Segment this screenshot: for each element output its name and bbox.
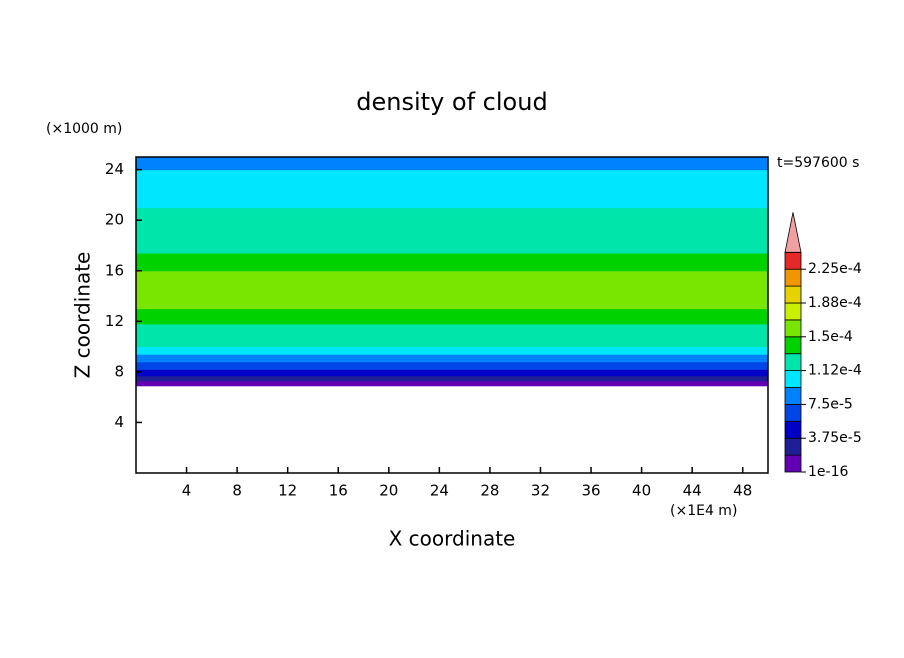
y-tick-label: 20 [105,211,124,229]
x-axis-title: X coordinate [389,527,516,551]
x-tick-label: 32 [531,482,550,500]
contour-band [136,253,768,272]
y-tick-label: 12 [105,312,124,330]
colorbar-box [784,387,802,405]
colorbar-box [784,403,802,422]
colorbar-box [784,454,802,473]
x-tick-label: 48 [733,482,752,500]
x-tick-label: 16 [329,482,348,500]
colorbar-tick-label: 2.25e-4 [808,261,862,277]
contour-band [136,336,768,348]
colorbar-tick-label: 7.5e-5 [808,396,853,412]
colorbar-box [784,268,802,287]
y-tick-label: 16 [105,261,124,279]
colorbar-overflow [784,212,802,253]
contour-band [136,354,768,363]
x-unit: (×1E4 m) [670,503,737,519]
contour-band [136,375,768,382]
colorbar-box [784,302,802,321]
y-tick-label: 24 [105,160,124,178]
y-tick-label: 4 [114,413,124,431]
y-axis-title: Z coordinate [71,252,95,379]
colorbar-box [784,370,802,388]
contour-band [136,194,768,209]
y-tick-label: 8 [114,362,124,380]
colorbar-box [784,251,802,270]
contour-band [136,220,768,241]
plot-frame [135,156,769,474]
colorbar-tick-label: 3.75e-5 [808,430,862,446]
colorbar-box [784,353,802,372]
contour-band [136,270,768,310]
contour-band [136,240,768,254]
colorbar-tick-label: 1e-16 [808,464,848,480]
y-unit: (×1000 m) [46,121,122,137]
x-tick-label: 24 [430,482,449,500]
contour-band [136,207,768,221]
x-tick-label: 8 [232,482,242,500]
contour-band [136,346,768,355]
colorbar-box [784,285,802,304]
contour-band [136,323,768,337]
colorbar-box [784,319,802,338]
x-tick-label: 20 [379,482,398,500]
x-tick-label: 44 [683,482,702,500]
colorbar-tick-label: 1.12e-4 [808,363,862,379]
colorbar-tick-label: 1.88e-4 [808,295,862,311]
colorbar-box [784,336,802,355]
colorbar-tick-label: 1.5e-4 [808,329,853,345]
x-tick-label: 40 [632,482,651,500]
contour-band [136,308,768,325]
x-tick-label: 28 [480,482,499,500]
contour-band [136,380,768,387]
contour-band [136,157,768,171]
x-tick-label: 12 [278,482,297,500]
x-tick-label: 36 [581,482,600,500]
contour-band [136,361,768,370]
chart-title: density of cloud [356,88,547,116]
contour-band [136,169,768,196]
contour-band [136,369,768,377]
time-label: t=597600 s [777,155,859,171]
colorbar-box [784,437,802,456]
x-tick-label: 4 [182,482,192,500]
colorbar-box [784,420,802,439]
